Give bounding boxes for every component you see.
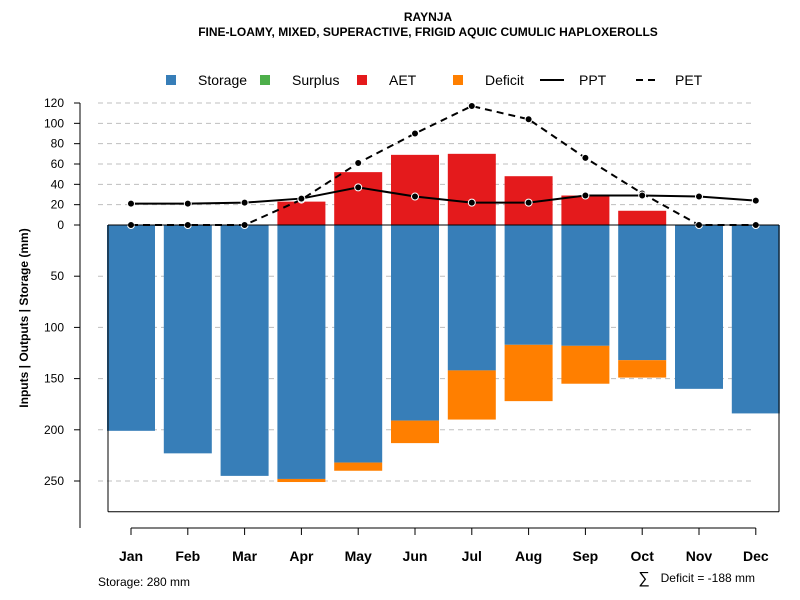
aet-bar [391,154,439,225]
storage-bar [277,225,326,479]
storage-bar [618,225,667,361]
x-tick-label: May [345,548,372,564]
storage-bar [391,225,439,421]
storage-bar [334,225,383,463]
ppt-point [127,199,135,208]
legend: Storage Surplus AET Deficit PPT PET [166,72,703,88]
x-tick-label: Nov [686,548,713,564]
sum-symbol-icon: ∑ [638,570,649,587]
x-tick-label: Sep [573,548,599,564]
legend-swatch [260,75,270,85]
aet-bar [561,195,610,225]
y-tick-label: 100 [44,320,64,334]
ppt-point [297,194,306,203]
storage-bar [675,225,723,389]
y-tick-label: 150 [44,372,64,386]
legend-label: Storage [198,72,247,88]
ppt-line [131,186,756,205]
x-tick-label: Jan [119,548,143,564]
pet-point [581,153,590,162]
storage-bar [163,225,212,454]
y-tick-label: 100 [44,116,64,130]
x-tick-label: Apr [289,548,314,564]
lines [127,102,760,229]
ppt-point [751,196,760,205]
deficit-bar [334,462,383,471]
ppt-point [581,191,590,200]
legend-label: AET [389,72,417,88]
ppt-point [695,192,703,201]
axes: 0 20 40 60 80 100 120 50 100 150 200 250 Jan Feb Mar Ap… [44,96,780,564]
x-tick-label: Dec [743,548,769,564]
aet-bar [334,172,383,225]
pet-point [354,158,363,167]
legend-label: Surplus [292,72,339,88]
legend-label: PPT [579,72,607,88]
deficit-bar [391,420,439,444]
pet-point [411,129,419,138]
x-tick-label: Jul [462,548,482,564]
storage-bar [731,225,780,414]
deficit-bar [504,344,553,402]
legend-swatch [453,75,463,85]
y-tick-label: 40 [51,177,65,191]
x-tick-label: Feb [175,548,200,564]
storage-bar [504,225,553,345]
legend-swatch [166,75,176,85]
ppt-point [638,191,647,200]
y-tick-label: 20 [51,198,65,212]
legend-swatch [357,75,367,85]
y-tick-label: 250 [44,474,64,488]
deficit-bar [277,478,326,483]
storage-note: Storage: 280 mm [98,575,190,589]
deficit-bar [618,360,667,378]
aet-bar [618,210,667,225]
legend-label: Deficit [485,72,524,88]
deficit-bar [447,370,496,420]
y-axis-label: Inputs | Outputs | Storage (mm) [17,228,31,407]
y-tick-label: 50 [51,269,65,283]
aet-bar [447,153,496,225]
y-tick-label: 200 [44,423,64,437]
deficit-note: Deficit = -188 mm [661,571,755,585]
chart-title: RAYNJA [404,10,453,24]
y-tick-label: 80 [51,137,65,151]
y-tick-label: 120 [44,96,64,110]
ppt-point [467,198,476,207]
x-tick-label: Mar [232,548,257,564]
x-tick-label: Jun [403,548,428,564]
ppt-point [240,198,249,207]
ppt-point [524,198,533,207]
storage-bar [561,225,610,346]
ppt-point [354,183,363,192]
storage-bar [107,225,155,431]
legend-label: PET [675,72,703,88]
chart-subtitle: FINE-LOAMY, MIXED, SUPERACTIVE, FRIGID A… [198,25,658,39]
ppt-point [183,199,192,208]
y-tick-label: 60 [51,157,65,171]
pet-line [131,104,756,226]
x-tick-label: Aug [515,548,542,564]
deficit-bar [561,345,610,384]
bars [107,153,780,483]
storage-bar [447,225,496,371]
aet-bar [277,201,326,225]
storage-bar [220,225,269,476]
y-tick-label: 0 [57,218,64,232]
pet-point [467,102,476,111]
ppt-point [411,192,419,201]
pet-point [524,115,533,124]
x-tick-label: Oct [631,548,655,564]
